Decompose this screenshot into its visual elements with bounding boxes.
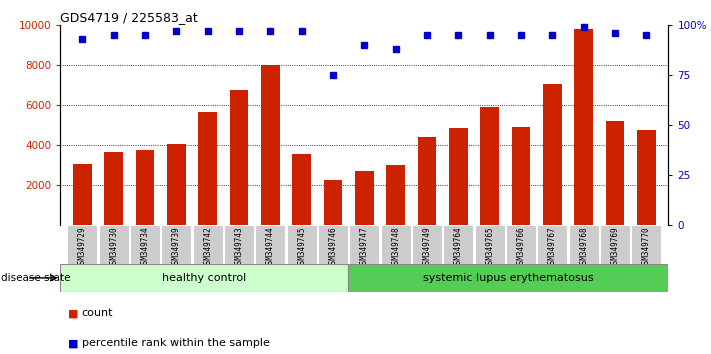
Bar: [449, 128, 468, 225]
Bar: [543, 84, 562, 225]
Text: GSM349768: GSM349768: [579, 226, 588, 268]
Bar: [386, 165, 405, 225]
Bar: [348, 264, 668, 292]
Bar: [130, 225, 160, 264]
Text: ■: ■: [68, 338, 78, 348]
Text: GSM349746: GSM349746: [328, 226, 338, 268]
Bar: [318, 225, 348, 264]
Text: GSM349730: GSM349730: [109, 226, 118, 268]
Text: systemic lupus erythematosus: systemic lupus erythematosus: [423, 273, 594, 283]
Bar: [287, 225, 317, 264]
Bar: [292, 154, 311, 225]
Bar: [631, 225, 661, 264]
Text: percentile rank within the sample: percentile rank within the sample: [82, 338, 269, 348]
Bar: [637, 130, 656, 225]
Bar: [324, 180, 343, 225]
Bar: [538, 225, 567, 264]
Bar: [161, 225, 191, 264]
Text: GSM349769: GSM349769: [611, 226, 619, 268]
Bar: [412, 225, 442, 264]
Text: GSM349766: GSM349766: [517, 226, 525, 268]
Bar: [444, 225, 474, 264]
Bar: [167, 144, 186, 225]
Bar: [136, 150, 154, 225]
Text: healthy control: healthy control: [162, 273, 247, 283]
Bar: [68, 225, 97, 264]
Bar: [512, 127, 530, 225]
Text: count: count: [82, 308, 113, 318]
Bar: [574, 29, 593, 225]
Bar: [193, 225, 223, 264]
Bar: [105, 152, 123, 225]
Bar: [355, 171, 374, 225]
Bar: [600, 225, 630, 264]
Bar: [606, 121, 624, 225]
Text: disease state: disease state: [1, 273, 70, 283]
Bar: [255, 225, 285, 264]
Bar: [224, 225, 254, 264]
Bar: [506, 225, 536, 264]
Text: GSM349734: GSM349734: [141, 226, 149, 268]
Text: GSM349748: GSM349748: [391, 226, 400, 268]
Text: ■: ■: [68, 308, 78, 318]
Bar: [380, 225, 411, 264]
Text: GSM349745: GSM349745: [297, 226, 306, 268]
Text: GDS4719 / 225583_at: GDS4719 / 225583_at: [60, 11, 198, 24]
Bar: [60, 264, 348, 292]
Bar: [230, 90, 248, 225]
Text: GSM349765: GSM349765: [485, 226, 494, 268]
Bar: [198, 112, 217, 225]
Bar: [475, 225, 505, 264]
Text: GSM349749: GSM349749: [422, 226, 432, 268]
Bar: [349, 225, 380, 264]
Text: GSM349770: GSM349770: [642, 226, 651, 268]
Bar: [481, 107, 499, 225]
Text: GSM349739: GSM349739: [172, 226, 181, 268]
Text: GSM349767: GSM349767: [548, 226, 557, 268]
Bar: [417, 137, 437, 225]
Text: GSM349742: GSM349742: [203, 226, 212, 268]
Text: GSM349743: GSM349743: [235, 226, 244, 268]
Bar: [99, 225, 129, 264]
Text: GSM349764: GSM349764: [454, 226, 463, 268]
Text: GSM349744: GSM349744: [266, 226, 275, 268]
Text: GSM349747: GSM349747: [360, 226, 369, 268]
Bar: [569, 225, 599, 264]
Bar: [73, 164, 92, 225]
Text: GSM349729: GSM349729: [78, 226, 87, 268]
Bar: [261, 65, 280, 225]
